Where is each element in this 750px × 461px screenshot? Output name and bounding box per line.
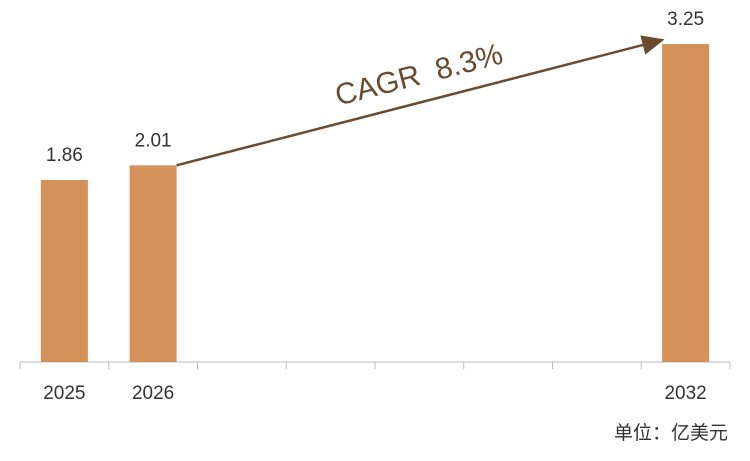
unit-label: 单位：亿美元 xyxy=(614,422,728,444)
value-label: 2.01 xyxy=(135,130,172,151)
x-tick-label: 2032 xyxy=(664,383,706,404)
bar xyxy=(662,44,710,362)
cagr-arrow xyxy=(176,35,665,167)
x-tick-label: 2026 xyxy=(132,383,174,404)
cagr-annotation: CAGR 8.3% xyxy=(332,38,507,113)
bar xyxy=(40,180,88,362)
bar xyxy=(129,165,177,362)
x-tick-label: 2025 xyxy=(43,383,85,404)
value-label: 1.86 xyxy=(46,145,83,166)
value-label: 3.25 xyxy=(667,9,704,30)
